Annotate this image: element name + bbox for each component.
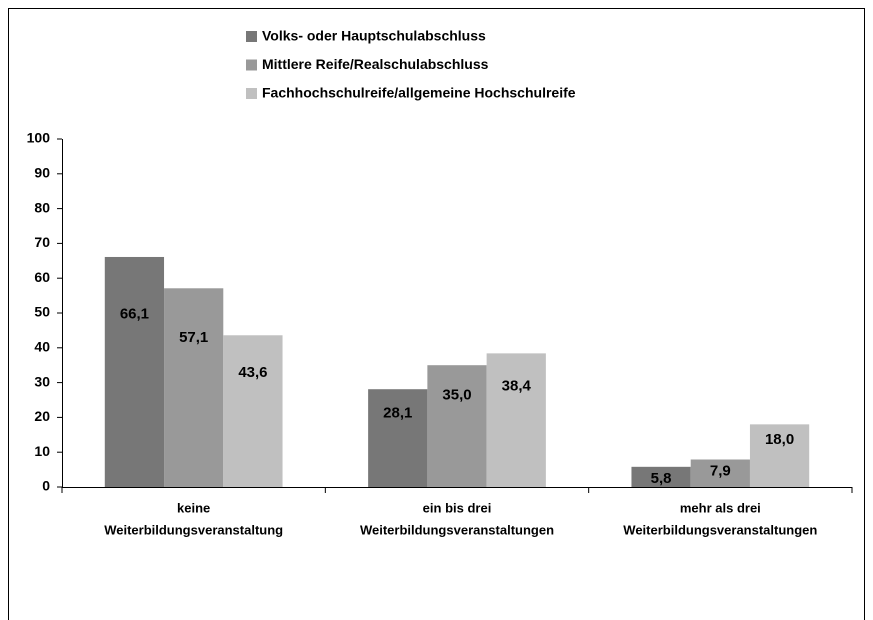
x-tick-label: keine — [177, 500, 210, 515]
y-tick-label: 60 — [34, 269, 50, 285]
bar — [631, 466, 691, 487]
y-tick-label: 70 — [34, 234, 50, 250]
data-label: 57,1 — [179, 329, 208, 346]
y-tick-label: 100 — [27, 130, 51, 146]
bar — [104, 256, 165, 487]
bar — [690, 459, 750, 487]
y-tick-label: 10 — [34, 443, 50, 459]
legend-swatch — [246, 31, 257, 42]
data-label: 66,1 — [120, 305, 149, 322]
x-tick-label: ein bis drei — [423, 500, 492, 515]
y-tick-label: 80 — [34, 199, 50, 215]
y-tick-label: 20 — [34, 408, 50, 424]
bar — [223, 335, 283, 487]
x-tick-label: Weiterbildungsveranstaltungen — [623, 522, 817, 537]
data-label: 35,0 — [442, 387, 471, 404]
legend-label: Mittlere Reife/Realschulabschluss — [262, 56, 489, 72]
bar — [486, 353, 546, 487]
data-label: 5,8 — [651, 470, 672, 487]
legend-swatch — [246, 88, 257, 99]
frame — [8, 8, 865, 620]
data-label: 7,9 — [710, 462, 731, 479]
x-tick-label: mehr als drei — [680, 500, 761, 515]
y-tick-label: 30 — [34, 373, 50, 389]
data-label: 38,4 — [502, 378, 532, 395]
bar — [427, 365, 487, 487]
y-tick-label: 40 — [34, 339, 50, 355]
x-tick-label: Weiterbildungsveranstaltung — [104, 522, 283, 537]
bar — [164, 288, 224, 487]
y-tick-label: 50 — [34, 304, 50, 320]
bar — [368, 389, 428, 487]
data-label: 43,6 — [238, 364, 267, 381]
legend-swatch — [246, 59, 257, 71]
bar — [749, 424, 810, 487]
x-tick-label: Weiterbildungsveranstaltungen — [360, 522, 554, 537]
y-tick-label: 0 — [42, 478, 50, 494]
legend-label: Volks- oder Hauptschulabschluss — [262, 28, 486, 44]
data-label: 18,0 — [765, 431, 794, 448]
legend-label: Fachhochschulreife/allgemeine Hochschulr… — [262, 85, 576, 101]
data-label: 28,1 — [383, 405, 412, 422]
y-tick-label: 90 — [34, 165, 50, 181]
